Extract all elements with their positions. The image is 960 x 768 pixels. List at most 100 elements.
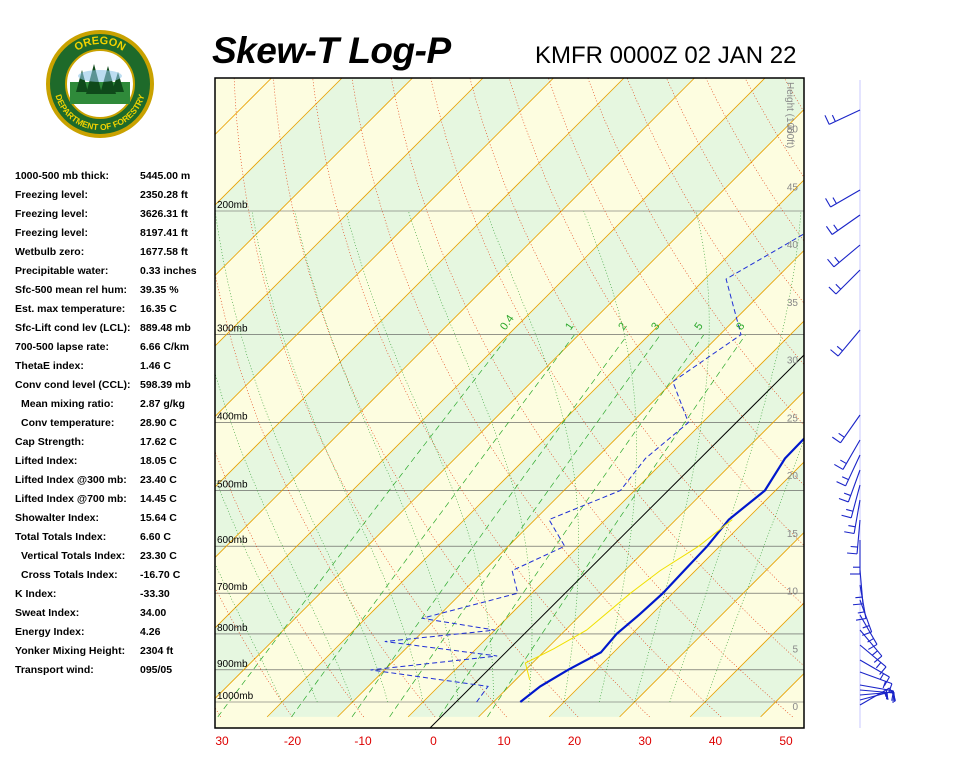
wind-barb-staff — [859, 614, 878, 645]
pressure-label: 900mb — [217, 659, 248, 670]
wind-barb-staff — [835, 269, 861, 295]
height-tick-label: 40 — [787, 240, 799, 251]
pressure-label: 400mb — [217, 411, 248, 422]
index-row: Sfc-Lift cond lev (LCL): 889.48 mb — [15, 320, 215, 339]
index-value: 39.35 % — [140, 284, 179, 296]
wind-barb-flag — [844, 531, 855, 535]
moist-adiabat — [251, 210, 424, 703]
wind-barb-flag — [828, 286, 837, 295]
moist-adiabat — [634, 210, 710, 703]
moist-adiabat — [486, 210, 580, 703]
index-value: 598.39 mb — [140, 379, 191, 391]
wind-barb — [824, 109, 861, 125]
index-row: 700-500 lapse rate: 6.66 C/km — [15, 339, 215, 358]
wind-barb-staff — [831, 214, 861, 235]
index-value: 23.30 C — [140, 550, 177, 562]
x-tick-label: -20 — [284, 734, 302, 748]
wind-barb — [850, 540, 861, 575]
wind-barb-staff — [842, 439, 861, 470]
svg-text:OREGON: OREGON — [73, 35, 128, 54]
wind-barb-flag — [875, 662, 882, 669]
mixing-ratio-line — [291, 334, 575, 718]
index-row: Mean mixing ratio: 2.87 g/kg — [15, 396, 215, 415]
wind-barb-staff — [850, 484, 861, 518]
x-tick-label: -10 — [354, 734, 372, 748]
wind-barb-flag — [831, 436, 841, 444]
index-label: Sfc-500 mean rel hum: — [15, 284, 128, 296]
index-value: 0.33 inches — [140, 265, 197, 277]
index-value: -33.30 — [140, 588, 170, 600]
index-row: Lifted Index: 18.05 C — [15, 453, 215, 472]
index-row: Transport wind: 095/05 — [15, 662, 215, 681]
wind-barb-flag — [855, 617, 866, 621]
isotherm-line — [215, 78, 343, 206]
height-tick-label: 30 — [787, 356, 799, 367]
wind-barb-staff — [840, 414, 861, 444]
isotherm-line — [215, 78, 766, 629]
index-value: 6.66 C/km — [140, 341, 190, 353]
wind-barb — [847, 519, 861, 555]
index-value: 18.05 C — [140, 455, 177, 467]
index-row: Showalter Index: 15.64 C — [15, 510, 215, 529]
wind-barb-flag — [867, 638, 874, 643]
isotherm-line — [407, 320, 804, 718]
index-label: Lifted Index @300 mb: — [15, 474, 127, 486]
moist-adiabat — [669, 210, 802, 703]
index-label: Sweat Index: — [15, 607, 80, 619]
index-value: 6.60 C — [140, 531, 171, 543]
wind-barb-staff — [847, 469, 861, 503]
index-label: Showalter Index: — [15, 512, 100, 524]
wind-barb-flag — [888, 683, 893, 694]
temperature-profile — [519, 437, 804, 703]
isotherm-line — [215, 78, 555, 418]
mixing-ratio-line — [389, 334, 661, 718]
wind-barb — [827, 244, 861, 268]
wind-barb-flag — [885, 692, 888, 700]
wind-barb-flag — [827, 258, 835, 268]
index-value: 889.48 mb — [140, 322, 191, 334]
index-row: Total Totals Index: 6.60 C — [15, 529, 215, 548]
wind-barb-staff — [830, 189, 861, 208]
mixing-ratio-label: 2 — [616, 321, 629, 333]
isotherm-line — [215, 78, 696, 559]
wind-barb — [836, 454, 861, 487]
wind-barb-staff — [837, 329, 861, 357]
pressure-label: 1000mb — [217, 691, 254, 702]
wind-barb — [828, 269, 861, 295]
wind-barb-flag — [825, 198, 832, 208]
index-label: Total Totals Index: — [15, 531, 107, 543]
isotherm-line — [215, 78, 273, 136]
index-label: Lifted Index @700 mb: — [15, 493, 127, 505]
moist-adiabat — [215, 562, 283, 703]
index-row: ThetaE index: 1.46 C — [15, 358, 215, 377]
index-label: Est. max temperature: — [15, 303, 126, 315]
dry-adiabat — [855, 0, 960, 717]
x-tick-label: 50 — [779, 734, 793, 748]
wind-barb — [859, 691, 896, 703]
index-label: Cap Strength: — [15, 436, 85, 448]
wind-barb-staff — [859, 684, 894, 692]
wind-barb-flag — [852, 603, 864, 606]
mixing-ratio-label: 3 — [649, 321, 662, 333]
wind-barb-flag — [824, 115, 830, 125]
x-tick-label: 10 — [497, 734, 511, 748]
index-label: Wetbulb zero: — [15, 246, 85, 258]
index-label: Freezing level: — [15, 189, 88, 201]
mixing-ratio-label: 1 — [563, 321, 576, 333]
wind-barb — [859, 614, 878, 650]
wind-barb-staff — [845, 454, 861, 487]
wind-barb-flag — [825, 225, 833, 235]
wind-barb-flag — [834, 256, 840, 263]
wind-barb-flag — [830, 349, 839, 357]
wind-barb-flag — [843, 492, 851, 497]
index-value: 17.62 C — [140, 436, 177, 448]
index-value: 2.87 g/kg — [140, 398, 185, 410]
isotherm-line — [215, 78, 484, 347]
mixing-ratio-line — [351, 334, 628, 718]
index-row: Cross Totals Index: -16.70 C — [15, 567, 215, 586]
dry-adiabat — [818, 0, 960, 717]
wind-barb — [830, 329, 861, 357]
index-row: Freezing level: 3626.31 ft — [15, 206, 215, 225]
index-value: 4.26 — [140, 626, 161, 638]
